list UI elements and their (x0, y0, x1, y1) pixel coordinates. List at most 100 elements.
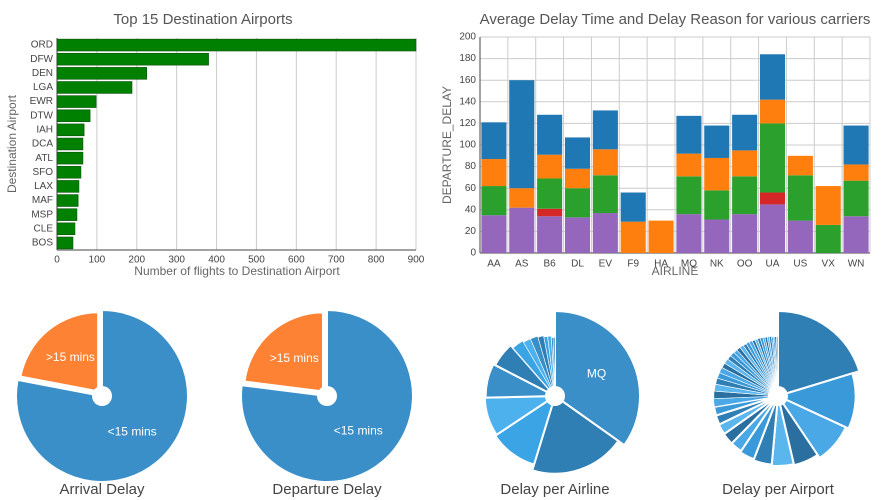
bar-segment (564, 188, 591, 218)
pie-slice (777, 309, 861, 398)
bar-segment (537, 208, 563, 217)
pie-slice (531, 394, 620, 475)
bar-segment (843, 164, 869, 181)
bar-segment (481, 122, 507, 160)
bar-segment (620, 221, 646, 253)
x-tick-label: 600 (288, 255, 305, 266)
bar-segment (732, 214, 758, 253)
bar-segment (704, 219, 730, 253)
x-tick-label: 800 (368, 255, 385, 266)
y-tick-label: ATL (35, 153, 53, 164)
bar (56, 208, 78, 221)
pie-slice (493, 343, 556, 397)
x-axis-label: Number of flights to Destination Airport (134, 264, 340, 278)
slice-label: <15 mins (108, 425, 157, 439)
x-tick-label: VX (822, 259, 836, 270)
pie-slice (768, 335, 779, 397)
pie-slice (712, 395, 779, 417)
bar-segment (676, 214, 702, 253)
y-tick-label: 0 (470, 248, 476, 259)
bar-segment (843, 125, 869, 165)
x-tick-label: 700 (328, 255, 345, 266)
bar-segment (759, 54, 786, 100)
x-tick-label: OO (737, 259, 753, 270)
y-tick-label: MSP (31, 209, 53, 220)
bar-segment (759, 123, 786, 193)
x-tick-label: 0 (54, 255, 60, 266)
bar (56, 222, 76, 236)
pie-slice (730, 351, 779, 397)
y-tick-label: LAX (34, 181, 53, 192)
y-tick-label: 160 (459, 75, 476, 86)
bar-segment (732, 176, 758, 215)
y-tick-label: ORD (31, 40, 53, 51)
pie-slice (552, 337, 556, 397)
y-tick-label: DEN (32, 68, 53, 79)
bar-segment (592, 175, 618, 214)
chart-title: Delay per Airport (722, 481, 835, 498)
bar-segment (509, 188, 535, 208)
y-tick-label: 80 (465, 161, 477, 172)
pie-slice (713, 390, 779, 399)
bar-segment (481, 159, 507, 187)
chart-title: Average Delay Time and Delay Reason for … (480, 11, 871, 28)
slice-label: MQ (587, 367, 606, 381)
bar (56, 151, 84, 165)
y-tick-label: 180 (459, 53, 476, 64)
pie-hole (92, 386, 112, 406)
y-tick-label: DCA (32, 139, 53, 150)
pie-slice (243, 311, 325, 393)
y-axis-label: DEPARTURE_DELAY (440, 86, 454, 204)
bar-segment (843, 180, 869, 217)
x-tick-label: EV (599, 259, 613, 270)
bar-segment (564, 137, 591, 169)
x-tick-label: 100 (89, 255, 106, 266)
y-tick-label: 20 (465, 226, 477, 237)
x-tick-label: 900 (408, 255, 425, 266)
bar-segment (787, 220, 813, 253)
bar-segment (843, 216, 869, 253)
bar-segment (564, 217, 591, 253)
y-tick-label: 120 (459, 118, 476, 129)
bar (56, 95, 97, 108)
x-tick-label: AS (515, 259, 529, 270)
pie-slice (15, 308, 189, 483)
x-tick-label: 500 (248, 255, 265, 266)
chart-title: Arrival Delay (59, 481, 145, 498)
bar (56, 123, 85, 137)
y-tick-label: EWR (30, 96, 53, 107)
pie-hole (768, 386, 788, 406)
bar-segment (704, 190, 730, 220)
bar (56, 67, 148, 80)
pie-slice (484, 362, 556, 399)
bar-segment (537, 154, 563, 179)
pie-slice (512, 340, 556, 397)
y-tick-label: 200 (459, 32, 476, 43)
pie-slice (775, 372, 857, 430)
pie-hole (545, 386, 565, 406)
bar-segment (704, 125, 730, 158)
bar-segment (592, 149, 618, 176)
bar-segment (676, 176, 702, 215)
bar-segment (509, 80, 535, 189)
y-tick-label: CLE (34, 223, 54, 234)
y-axis-label: Destination Airport (5, 94, 19, 193)
bar-segment (732, 114, 758, 151)
bar-segment (564, 168, 591, 189)
y-tick-label: SFO (32, 167, 53, 178)
chart-title: Top 15 Destination Airports (113, 11, 292, 28)
bar (56, 166, 82, 179)
pie-slice (713, 395, 779, 408)
x-tick-label: F9 (627, 259, 639, 270)
bar (56, 236, 74, 250)
pie-slice (19, 311, 100, 393)
x-tick-label: UA (766, 259, 780, 270)
x-tick-label: US (793, 259, 807, 270)
bar-segment (648, 220, 674, 253)
bar-segment (676, 153, 702, 177)
bar-segment (704, 157, 730, 191)
x-tick-label: NK (710, 259, 724, 270)
bar-segment (815, 224, 841, 253)
y-tick-label: DFW (30, 54, 53, 65)
chart-title: Departure Delay (272, 481, 382, 498)
